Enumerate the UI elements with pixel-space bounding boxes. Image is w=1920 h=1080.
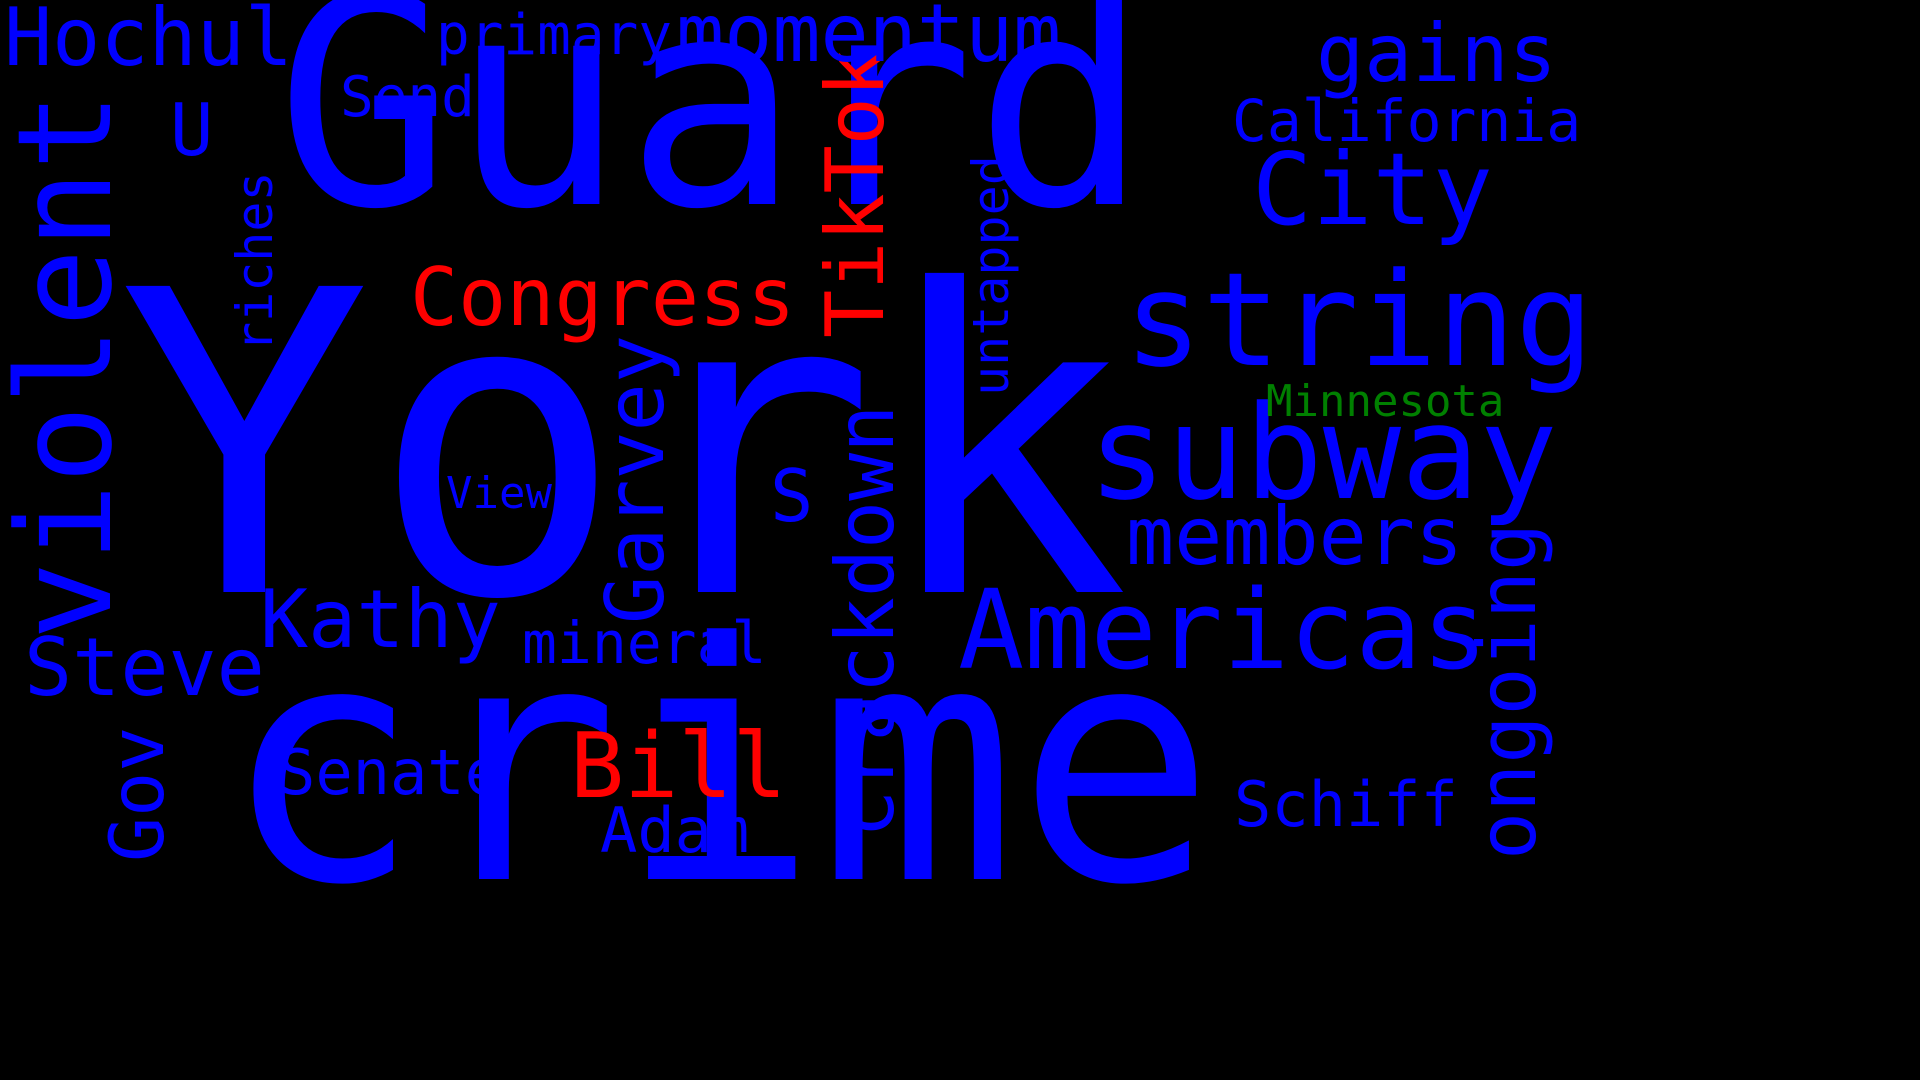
word-gov: Gov <box>93 726 181 862</box>
word-guard: Guard <box>276 0 1149 273</box>
word-untapped: untapped <box>962 155 1020 396</box>
word-u: U <box>170 88 214 172</box>
word-momentum: momentum <box>676 0 1062 80</box>
word-congress: Congress <box>410 251 796 344</box>
word-crime: crime <box>222 573 1216 957</box>
word-primary: primary <box>436 3 673 68</box>
word-garvey: Garvey <box>589 335 682 624</box>
word-violent: violent <box>0 92 141 640</box>
word-senate: Senate <box>278 736 502 809</box>
word-view: View <box>446 468 552 519</box>
word-riches: riches <box>226 171 284 352</box>
word-minnesota: Minnesota <box>1266 376 1505 427</box>
word-california: California <box>1232 87 1582 155</box>
word-adam: Adam <box>600 794 750 867</box>
word-york: York <box>118 203 1130 692</box>
word-hochul: Hochul <box>4 0 293 84</box>
word-americas: Americas <box>958 566 1488 694</box>
word-send: Send <box>340 65 475 130</box>
word-steve: Steve <box>24 621 265 714</box>
word-kathy: Kathy <box>260 573 501 666</box>
word-crackdown: crackdown <box>819 404 912 838</box>
word-subway: subway <box>1088 377 1558 529</box>
word-members: members <box>1126 490 1464 583</box>
word-s: S <box>770 454 814 538</box>
word-schiff: Schiff <box>1234 768 1458 841</box>
word-string: string <box>1124 244 1594 396</box>
word-gains: gains <box>1316 7 1557 100</box>
word-ongoing: ongoing <box>1461 522 1554 860</box>
word-bill: Bill <box>570 714 787 819</box>
word-mineral: mineral <box>522 609 767 677</box>
word-city: City <box>1252 131 1493 248</box>
word-tiktok: TikTok <box>809 49 902 338</box>
